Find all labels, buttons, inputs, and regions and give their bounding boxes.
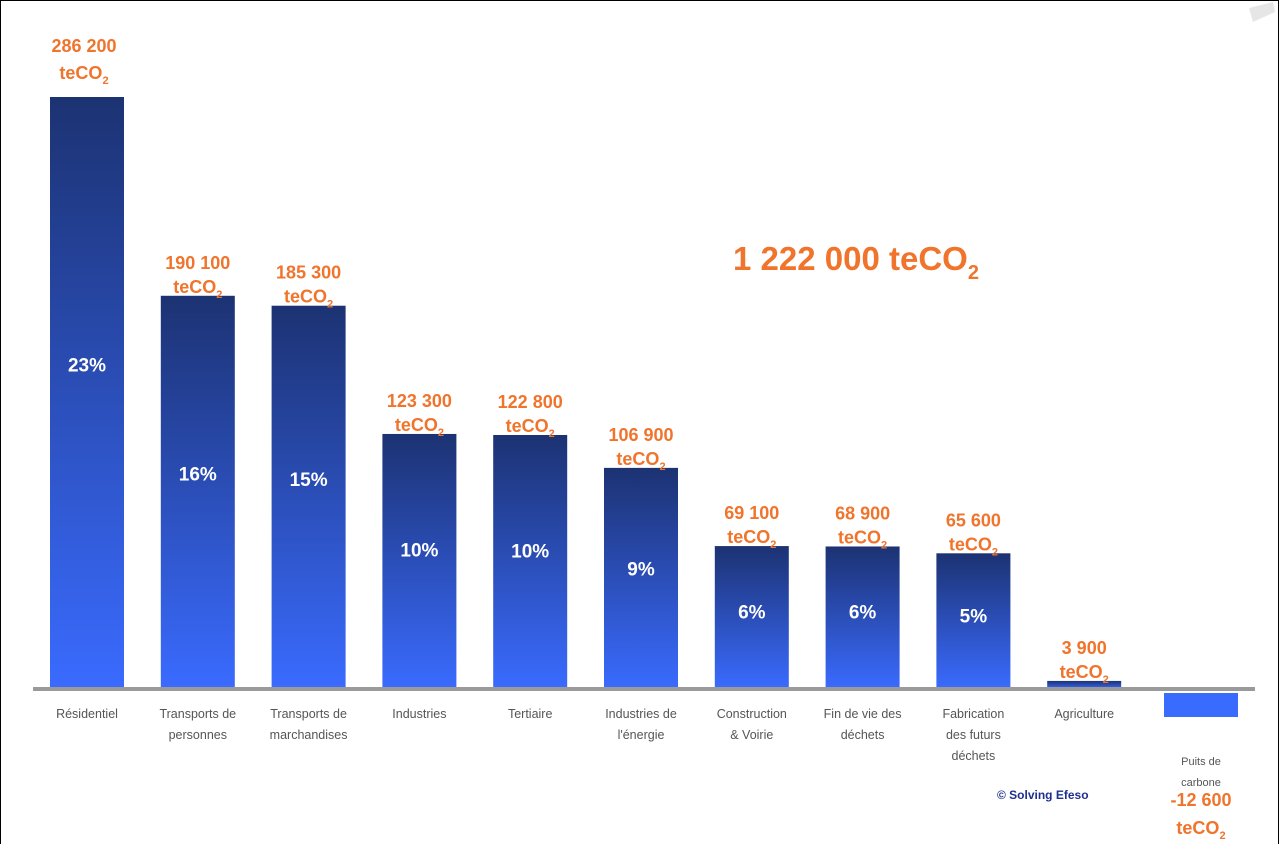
category-label: déchets <box>952 749 996 763</box>
value-label: 123 300 <box>387 391 452 411</box>
category-label: des futurs <box>946 728 1001 742</box>
copyright-credit: © Solving Efeso <box>997 788 1089 802</box>
unit-label: teCO2 <box>173 277 222 301</box>
unit-label: teCO2 <box>1176 818 1225 842</box>
category-label: personnes <box>169 728 227 742</box>
bar <box>1047 680 1122 689</box>
value-label: 68 900 <box>835 503 890 523</box>
value-label: 185 300 <box>276 263 341 283</box>
total-emissions-label: 1 222 000 teCO2 <box>733 240 979 284</box>
unit-label: teCO2 <box>506 416 555 440</box>
percent-label: 10% <box>400 541 438 562</box>
bar <box>493 434 568 689</box>
category-label: Industries de <box>605 707 677 721</box>
category-label: Puits de <box>1181 756 1221 768</box>
category-label: & Voirie <box>730 728 773 742</box>
unit-label: teCO2 <box>727 527 776 551</box>
bar <box>604 467 678 689</box>
unit-label: teCO2 <box>59 63 108 87</box>
category-label: Tertiaire <box>508 707 553 721</box>
bar <box>825 546 900 689</box>
unit-label: teCO2 <box>395 415 444 439</box>
unit-label: teCO2 <box>949 534 998 558</box>
unit-label: teCO2 <box>284 287 333 311</box>
value-label: 190 100 <box>165 253 230 273</box>
category-label: marchandises <box>270 728 348 742</box>
bar <box>714 546 789 689</box>
value-label: 65 600 <box>946 510 1001 530</box>
category-label: Transports de <box>270 707 347 721</box>
category-label: l'énergie <box>618 728 665 742</box>
category-label: Transports de <box>159 707 236 721</box>
bar <box>271 305 346 689</box>
percent-label: 5% <box>960 606 988 627</box>
bar <box>50 97 124 689</box>
bar <box>382 433 457 689</box>
category-label: Construction <box>717 707 787 721</box>
value-label: 3 900 <box>1062 638 1107 658</box>
bars-layer <box>50 97 1238 717</box>
percent-label: 9% <box>627 559 655 580</box>
bar <box>160 295 235 689</box>
percent-label: 15% <box>290 470 328 491</box>
category-label: carbone <box>1181 777 1221 789</box>
percent-label: 10% <box>511 541 549 562</box>
labels-layer: 23% 286 200 teCO2 Résidentiel 16% 190 100 teCO… <box>51 36 1231 842</box>
value-label: 69 100 <box>724 503 779 523</box>
value-label: -12 600 <box>1170 790 1231 810</box>
watermark-mark <box>1249 2 1275 22</box>
value-label: 122 800 <box>498 392 563 412</box>
category-label: Fabrication <box>942 707 1004 721</box>
category-label: Résidentiel <box>56 707 118 721</box>
value-label: 106 900 <box>608 425 673 445</box>
bar <box>1164 693 1238 717</box>
percent-label: 6% <box>849 603 877 624</box>
category-label: Fin de vie des <box>824 707 902 721</box>
percent-label: 16% <box>179 465 217 486</box>
unit-label: teCO2 <box>616 449 665 473</box>
category-label: Agriculture <box>1054 707 1114 721</box>
value-label: 286 200 <box>51 36 116 56</box>
category-label: Industries <box>392 707 446 721</box>
percent-label: 6% <box>738 602 766 623</box>
category-label: déchets <box>841 728 885 742</box>
bar <box>936 553 1011 689</box>
percent-label: 23% <box>68 355 106 376</box>
unit-label: teCO2 <box>838 527 887 551</box>
unit-label: teCO2 <box>1060 662 1109 686</box>
